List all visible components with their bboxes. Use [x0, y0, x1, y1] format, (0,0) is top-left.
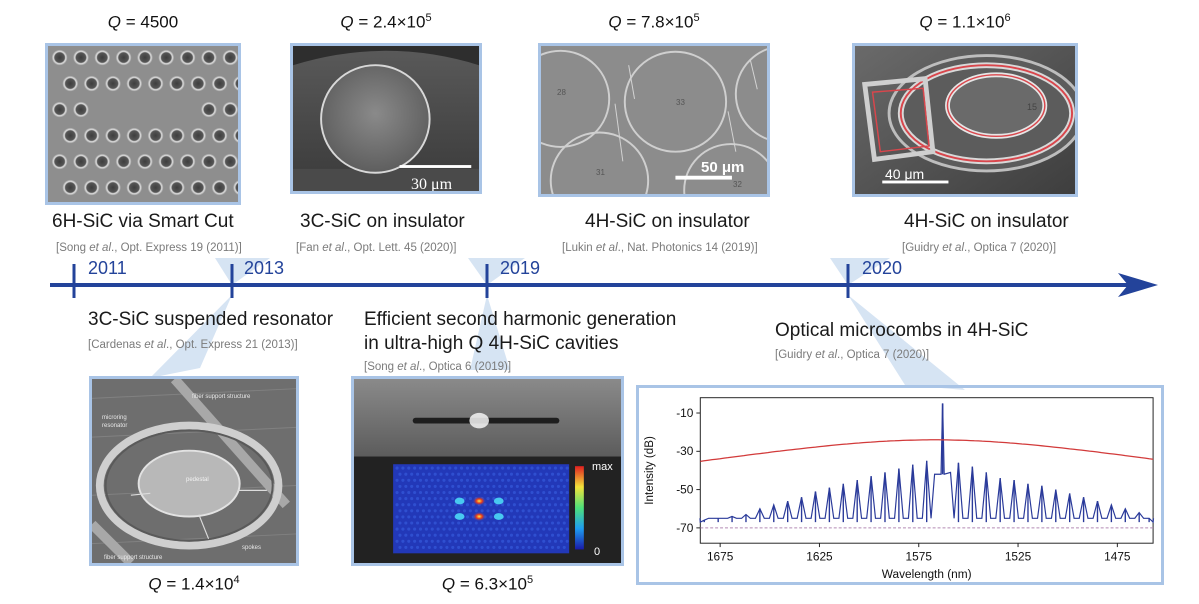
x-tick-label: 1475: [1104, 551, 1131, 564]
ring-number-4: 32: [733, 180, 742, 189]
x-tick-label: 1525: [1005, 551, 1032, 564]
x-tick-label: 1625: [806, 551, 833, 564]
citation-song-2011: [Song et al., Opt. Express 19 (2011)]: [56, 242, 242, 254]
label-fiber-support-top: fiber support structure: [192, 394, 251, 400]
title-suspended-resonator: 3C-SiC suspended resonator: [88, 309, 334, 330]
y-tick-label: -10: [676, 407, 694, 420]
y-tick-label: -70: [676, 522, 694, 535]
citation-guidry-2020-top: [Guidry et al., Optica 7 (2020)]: [902, 242, 1057, 254]
label-fiber-support-bottom: fiber support structure: [104, 555, 163, 561]
title-shg-line1: Efficient second harmonic generation: [364, 309, 677, 330]
q-value-3: Q = 7.8×105: [608, 12, 700, 32]
ring-id: 15: [1027, 102, 1038, 112]
sem-image-photonic-crystal: [45, 43, 241, 205]
x-tick-label: 1575: [906, 551, 933, 564]
sem-image-shg-cavity: max 0: [351, 376, 624, 566]
label-microring: microring: [102, 415, 127, 421]
label-spokes: spokes: [242, 545, 262, 551]
scale-label-3: 50 μm: [701, 159, 745, 176]
title-shg-line2: in ultra-high Q 4H-SiC cavities: [364, 333, 619, 354]
q-value-6: Q = 6.3×105: [441, 574, 534, 594]
q-value-4: Q = 1.1×106: [919, 12, 1011, 32]
title-4h-insulator-2: 4H-SiC on insulator: [904, 211, 1069, 232]
sem-image-4h-rings: 28 33 31 32 50 μm: [538, 43, 770, 197]
y-tick-label: -50: [676, 484, 694, 497]
comb-trace: [699, 403, 1155, 524]
citation-guidry-2020-bottom: [Guidry et al., Optica 7 (2020)]: [775, 349, 930, 361]
q-value-1: Q = 4500: [107, 12, 179, 32]
ring-number-2: 33: [676, 98, 685, 107]
spectrum-svg: 1675 1625 1575 1525 1475 -10 -30 -50 -70 Waveleng…: [643, 397, 1155, 581]
year-2013: 2013: [244, 258, 285, 278]
citation-fan-2020: [Fan et al., Opt. Lett. 45 (2020)]: [296, 242, 457, 254]
citation-lukin-2019: [Lukin et al., Nat. Photonics 14 (2019)]: [562, 242, 758, 254]
citation-cardenas-2013: [Cardenas et al., Opt. Express 21 (2013)…: [88, 339, 298, 351]
citation-song-2019: [Song et al., Optica 6 (2019)]: [364, 361, 512, 373]
title-smart-cut: 6H-SiC via Smart Cut: [52, 211, 234, 232]
timeline-ticks: [72, 264, 850, 298]
scale-label-4: 40 μm: [885, 166, 925, 182]
year-2020: 2020: [862, 258, 903, 278]
title-microcombs: Optical microcombs in 4H-SiC: [775, 320, 1029, 341]
ring-number-3: 31: [596, 168, 605, 177]
timeline-arrowhead: [1118, 273, 1158, 297]
q-value-2: Q = 2.4×105: [340, 12, 432, 32]
sem-image-3c-disk: 30 μm: [290, 43, 482, 194]
sech2-envelope: [700, 439, 1154, 462]
year-2011: 2011: [88, 258, 127, 278]
label-resonator: resonator: [102, 423, 128, 429]
year-2019: 2019: [500, 258, 541, 278]
sem-image-microcomb-ring: 15 40 μm: [852, 43, 1078, 197]
x-axis-label: Wavelength (nm): [882, 568, 972, 581]
colorbar-max: max: [592, 461, 613, 473]
ring-number-1: 28: [557, 88, 566, 97]
colorbar-min: 0: [594, 546, 601, 558]
sem-image-suspended-resonator: fiber support structure microring resona…: [89, 376, 299, 566]
connector-wedges: [150, 258, 965, 390]
q-value-5: Q = 1.4×104: [148, 574, 240, 594]
microcomb-spectrum-chart: 1675 1625 1575 1525 1475 -10 -30 -50 -70 Waveleng…: [636, 385, 1164, 585]
y-axis-label: Intensity (dB): [643, 436, 656, 505]
label-pedestal: pedestal: [186, 477, 209, 483]
title-3c-insulator: 3C-SiC on insulator: [300, 211, 465, 232]
y-tick-label: -30: [676, 445, 694, 458]
title-4h-insulator-1: 4H-SiC on insulator: [585, 211, 750, 232]
x-tick-label: 1675: [707, 551, 734, 564]
scale-label-2: 30 μm: [411, 176, 453, 193]
